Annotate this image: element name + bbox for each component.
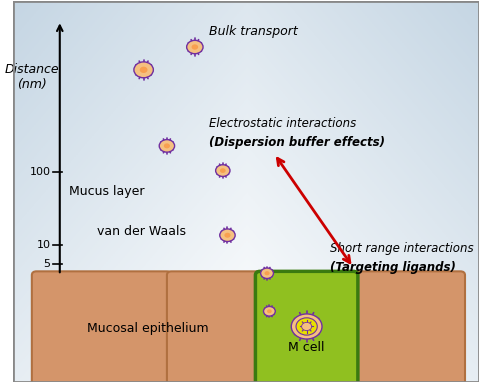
- Circle shape: [302, 322, 312, 331]
- Text: Bulk transport: Bulk transport: [209, 25, 298, 38]
- Text: 10: 10: [36, 240, 51, 250]
- Circle shape: [192, 44, 198, 50]
- Text: (Dispersion buffer effects): (Dispersion buffer effects): [209, 136, 385, 149]
- Text: 5: 5: [44, 259, 51, 269]
- Circle shape: [220, 229, 235, 242]
- FancyBboxPatch shape: [256, 271, 358, 383]
- Circle shape: [159, 139, 174, 152]
- Circle shape: [224, 233, 230, 238]
- Text: Mucus layer: Mucus layer: [69, 185, 144, 198]
- FancyBboxPatch shape: [167, 271, 260, 383]
- Circle shape: [260, 268, 274, 278]
- Circle shape: [134, 62, 154, 78]
- Text: (Targeting ligands): (Targeting ligands): [330, 261, 456, 274]
- FancyBboxPatch shape: [353, 271, 465, 383]
- Text: Electrostatic interactions: Electrostatic interactions: [209, 116, 356, 129]
- Circle shape: [186, 40, 203, 54]
- Text: Mucosal epithelium: Mucosal epithelium: [88, 322, 209, 335]
- Text: van der Waals: van der Waals: [97, 225, 186, 238]
- Circle shape: [267, 309, 272, 313]
- Text: M cell: M cell: [288, 341, 325, 354]
- Circle shape: [292, 314, 322, 339]
- FancyBboxPatch shape: [256, 271, 358, 383]
- Text: 100: 100: [30, 167, 50, 177]
- Text: Distance
(nm): Distance (nm): [4, 64, 59, 92]
- Circle shape: [220, 168, 226, 173]
- Circle shape: [140, 67, 147, 73]
- Circle shape: [264, 271, 270, 275]
- FancyBboxPatch shape: [32, 271, 172, 383]
- Circle shape: [164, 143, 170, 148]
- Text: Short range interactions: Short range interactions: [330, 242, 474, 255]
- Circle shape: [296, 318, 318, 335]
- Circle shape: [264, 306, 276, 316]
- Circle shape: [216, 165, 230, 177]
